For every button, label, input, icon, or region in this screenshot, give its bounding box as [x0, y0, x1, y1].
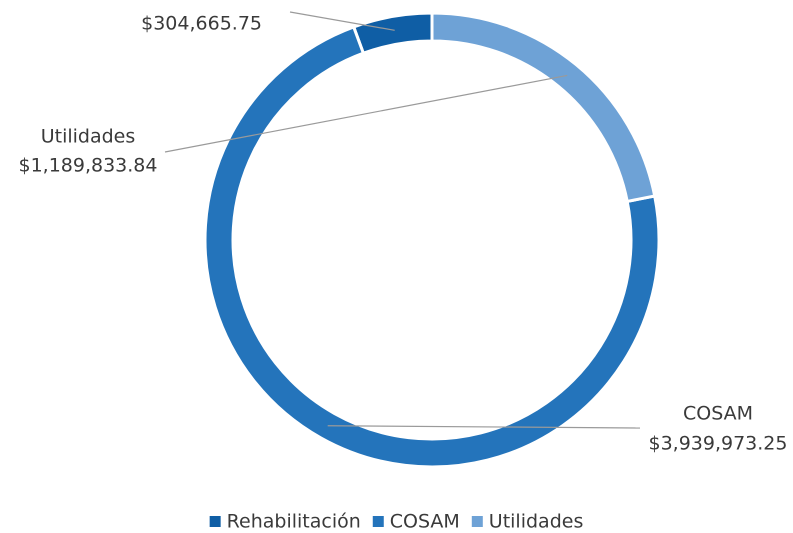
- slice-label-name: Utilidades: [41, 126, 136, 148]
- legend-swatch: [209, 516, 221, 527]
- slice-label-name: COSAM: [683, 403, 753, 425]
- leader-line: [289, 11, 395, 31]
- slice-label-value: $1,189,833.84: [18, 155, 157, 177]
- legend-label: COSAM: [390, 511, 460, 533]
- donut-slice: [203, 25, 661, 469]
- slice-label-value: $3,939,973.25: [648, 433, 787, 455]
- legend-swatch: [372, 516, 384, 527]
- donut-slice: [430, 11, 657, 204]
- legend-label: Utilidades: [489, 511, 584, 533]
- legend-label: Rehabilitación: [227, 511, 361, 533]
- leader-line: [164, 74, 568, 153]
- slice-label-value: $304,665.75: [141, 13, 262, 35]
- leader-line: [327, 425, 641, 429]
- legend-swatch: [471, 516, 483, 527]
- donut-slice: [351, 11, 434, 56]
